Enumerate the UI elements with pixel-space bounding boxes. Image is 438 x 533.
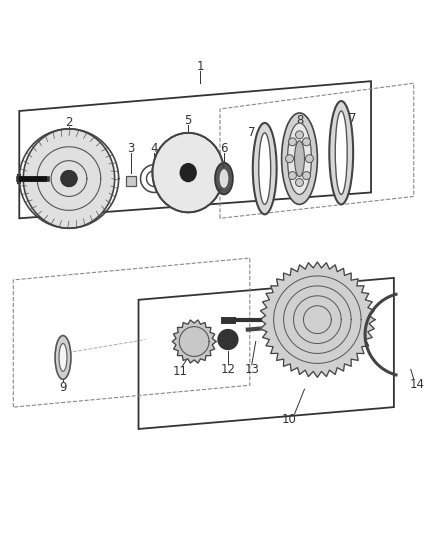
Polygon shape <box>260 262 375 377</box>
Text: 14: 14 <box>409 378 424 391</box>
Ellipse shape <box>215 163 233 195</box>
Polygon shape <box>172 320 216 363</box>
Text: 2: 2 <box>65 116 73 130</box>
Text: 5: 5 <box>184 115 192 127</box>
Bar <box>126 175 135 185</box>
Ellipse shape <box>335 111 347 195</box>
Ellipse shape <box>23 129 115 228</box>
Circle shape <box>286 155 293 163</box>
Text: 12: 12 <box>220 363 236 376</box>
Ellipse shape <box>59 343 67 372</box>
Circle shape <box>303 138 311 146</box>
Circle shape <box>296 131 304 139</box>
Text: 11: 11 <box>173 365 188 378</box>
Text: 8: 8 <box>296 115 303 127</box>
Circle shape <box>289 138 297 146</box>
Ellipse shape <box>253 123 277 214</box>
Ellipse shape <box>219 168 229 189</box>
Circle shape <box>303 172 311 180</box>
Ellipse shape <box>282 113 318 204</box>
Ellipse shape <box>294 141 304 176</box>
Text: 4: 4 <box>151 142 158 155</box>
Ellipse shape <box>152 133 224 212</box>
Text: 9: 9 <box>59 381 67 394</box>
Ellipse shape <box>288 123 311 195</box>
Ellipse shape <box>55 336 71 379</box>
Text: 1: 1 <box>196 60 204 73</box>
Ellipse shape <box>259 133 271 204</box>
Ellipse shape <box>329 101 353 204</box>
Circle shape <box>305 155 314 163</box>
Circle shape <box>218 329 238 350</box>
Text: 6: 6 <box>220 142 228 155</box>
Ellipse shape <box>180 164 196 182</box>
Text: 3: 3 <box>127 142 134 155</box>
Text: 13: 13 <box>244 363 259 376</box>
Text: 7: 7 <box>350 112 357 125</box>
Text: 10: 10 <box>282 413 297 425</box>
Circle shape <box>61 171 77 187</box>
Circle shape <box>296 179 304 187</box>
Circle shape <box>289 172 297 180</box>
Text: 7: 7 <box>248 126 255 139</box>
